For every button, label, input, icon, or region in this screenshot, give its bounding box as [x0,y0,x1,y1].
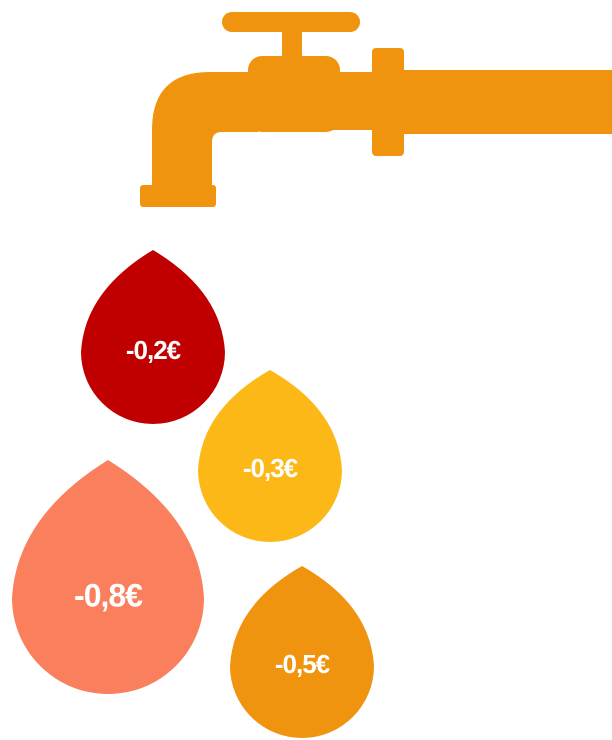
faucet-nozzle [140,185,216,207]
faucet-pipe [400,70,612,134]
drop-label: -0,2€ [126,335,181,365]
faucet-neck [330,72,380,130]
drop [198,370,342,542]
faucet-body [248,56,340,132]
drop [81,250,225,424]
drop [12,460,204,694]
drop [230,566,374,738]
faucet-flange [372,48,404,156]
drop-label: -0,5€ [275,649,330,679]
drop-label: -0,8€ [74,577,143,613]
drops: -0,2€ -0,3€ -0,8€ -0,5€ [12,250,374,738]
faucet-stem [282,20,302,62]
faucet [140,12,612,207]
drop-label: -0,3€ [243,453,298,483]
faucet-spout [152,72,258,190]
